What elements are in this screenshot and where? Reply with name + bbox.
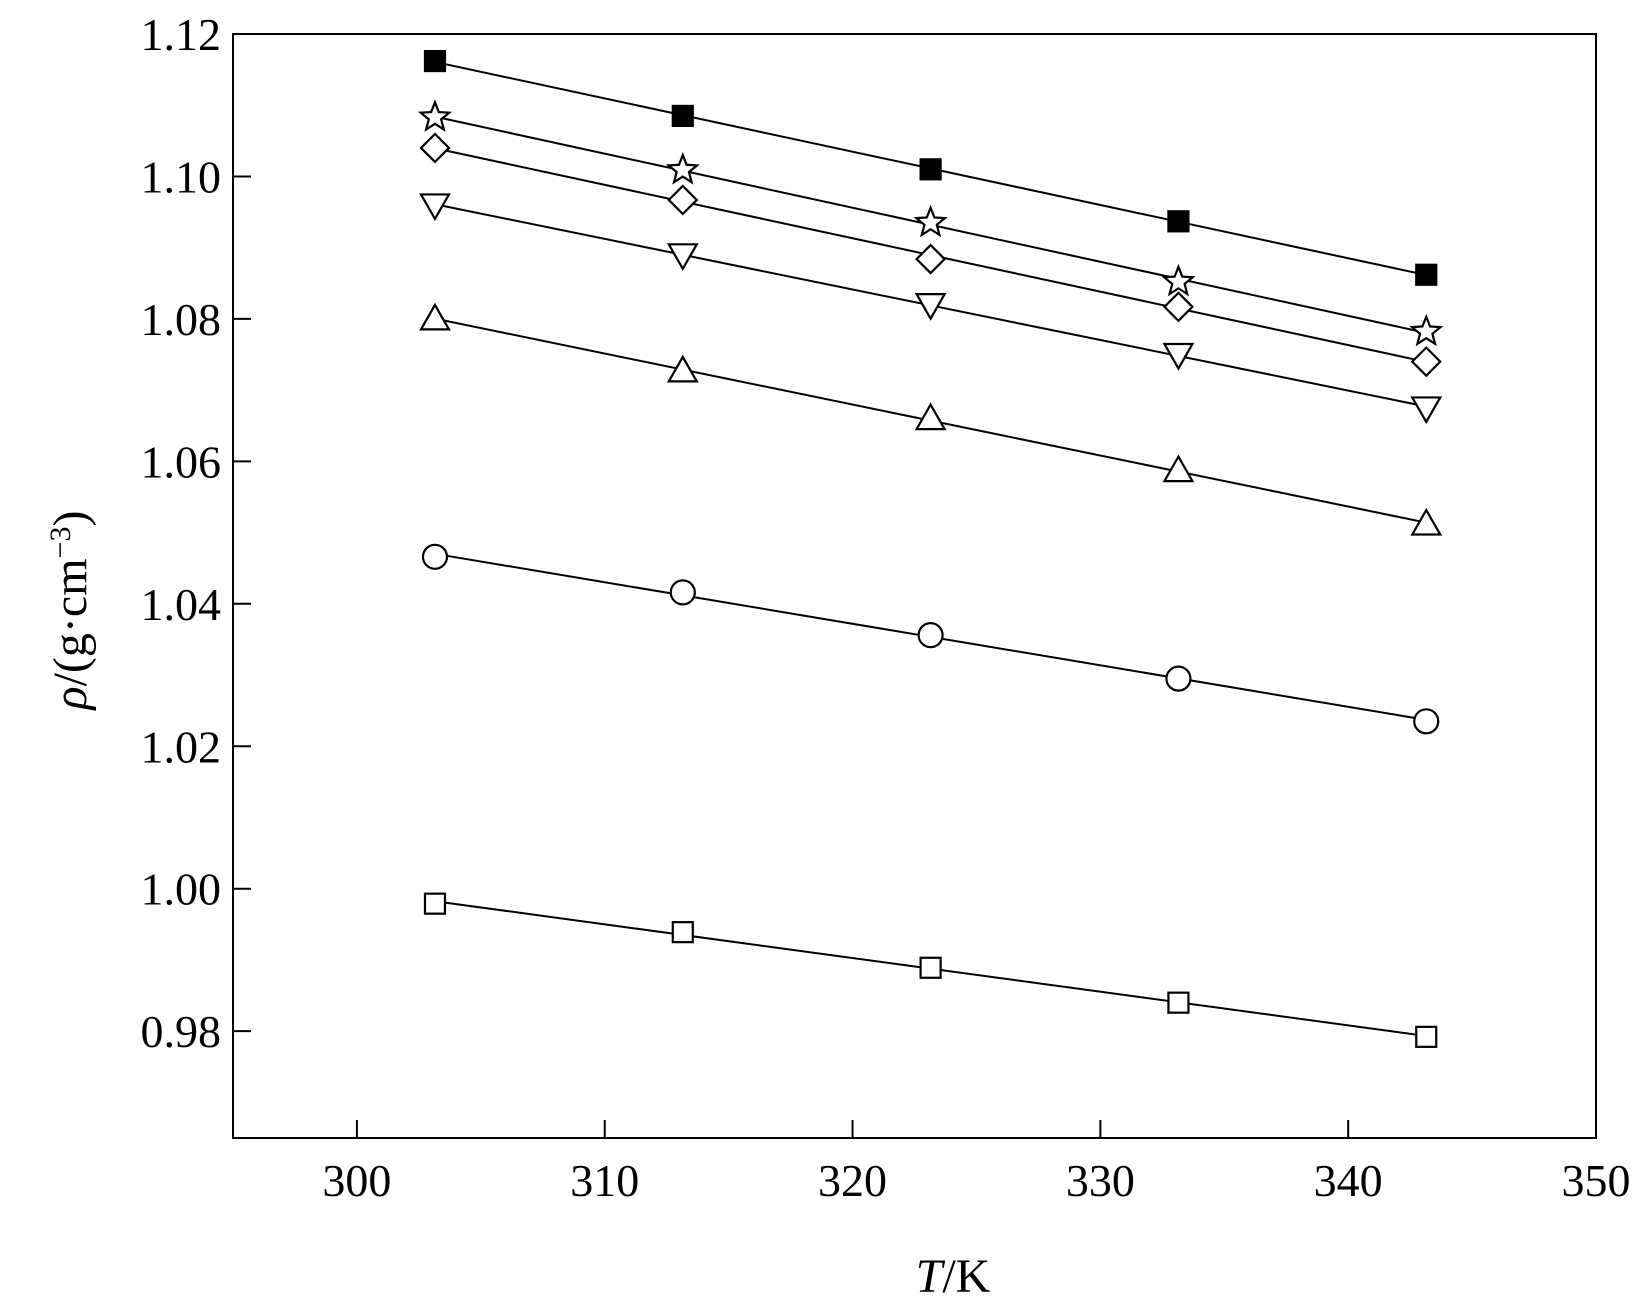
data-point-open-triangle-up bbox=[914, 402, 947, 431]
data-point-open-circle bbox=[917, 622, 944, 649]
data-point-filled-square bbox=[1167, 210, 1190, 233]
y-tick-label: 1.10 bbox=[141, 151, 222, 202]
data-point-open-star bbox=[1409, 313, 1444, 347]
data-point-open-circle bbox=[1413, 708, 1440, 735]
data-point-open-square bbox=[1415, 1025, 1438, 1048]
data-point-filled-square bbox=[671, 104, 694, 128]
data-point-open-diamond bbox=[915, 243, 947, 275]
data-point-open-diamond bbox=[667, 184, 699, 216]
data-point-open-circle bbox=[421, 543, 449, 570]
data-point-filled-square bbox=[1415, 263, 1438, 286]
x-tick-label: 320 bbox=[818, 1155, 887, 1206]
y-tick-label: 1.02 bbox=[141, 721, 222, 772]
plot-frame bbox=[232, 33, 1597, 1139]
y-axis-ticks: 0.98 1.00 1.02 1.04 1.06 1.08 1.10 1.12 bbox=[141, 9, 251, 1057]
data-point-open-circle bbox=[669, 579, 696, 606]
y-tick-label: 0.98 bbox=[141, 1006, 222, 1057]
data-point-filled-square bbox=[423, 49, 447, 73]
plot-border bbox=[232, 33, 1597, 1139]
data-point-open-triangle-up bbox=[1162, 454, 1195, 483]
y-tick-label: 1.08 bbox=[141, 294, 222, 345]
data-point-open-square bbox=[671, 921, 694, 944]
y-tick-label: 1.06 bbox=[141, 436, 222, 487]
x-tick-label: 310 bbox=[570, 1155, 639, 1206]
data-point-open-triangle-down bbox=[914, 293, 947, 321]
data-point-open-triangle-down bbox=[419, 193, 451, 222]
y-tick-label: 1.00 bbox=[141, 864, 222, 915]
data-point-open-diamond bbox=[1162, 291, 1194, 323]
x-axis-title: T/K bbox=[916, 1250, 991, 1303]
data-point-open-triangle-up bbox=[419, 302, 451, 331]
data-point-open-square bbox=[919, 956, 942, 979]
data-point-open-diamond bbox=[1410, 346, 1442, 378]
data-point-open-triangle-up bbox=[1410, 507, 1443, 536]
data-point-open-triangle-down bbox=[1162, 342, 1195, 371]
x-tick-label: 340 bbox=[1314, 1155, 1383, 1206]
x-tick-label: 300 bbox=[322, 1155, 391, 1206]
series-3 bbox=[419, 132, 1442, 378]
series-7 bbox=[423, 892, 1438, 1048]
data-point-open-star bbox=[913, 204, 948, 238]
data-point-open-star bbox=[417, 99, 453, 132]
series-4 bbox=[419, 193, 1443, 425]
data-point-filled-square bbox=[919, 158, 942, 181]
data-point-open-circle bbox=[1165, 665, 1192, 692]
data-point-open-square bbox=[423, 892, 447, 915]
series-2 bbox=[417, 99, 1444, 347]
data-point-open-square bbox=[1167, 991, 1190, 1014]
data-point-open-triangle-up bbox=[666, 354, 699, 383]
y-axis-title: ρ/(g·cm−3) bbox=[44, 511, 98, 712]
series-6 bbox=[421, 543, 1440, 735]
data-point-open-star bbox=[1161, 263, 1196, 297]
series-layer bbox=[417, 49, 1444, 1048]
x-tick-label: 350 bbox=[1562, 1155, 1631, 1206]
x-axis-ticks: 300 310 320 330 340 350 bbox=[322, 1120, 1631, 1206]
data-point-open-triangle-down bbox=[666, 243, 699, 272]
data-point-open-star bbox=[665, 152, 700, 185]
series-1 bbox=[423, 49, 1438, 286]
data-point-open-diamond bbox=[419, 132, 451, 164]
data-point-open-triangle-down bbox=[1410, 396, 1443, 425]
x-tick-label: 330 bbox=[1066, 1155, 1135, 1206]
y-tick-label: 1.04 bbox=[141, 579, 222, 630]
series-5 bbox=[419, 302, 1443, 536]
y-tick-label: 1.12 bbox=[141, 9, 222, 60]
